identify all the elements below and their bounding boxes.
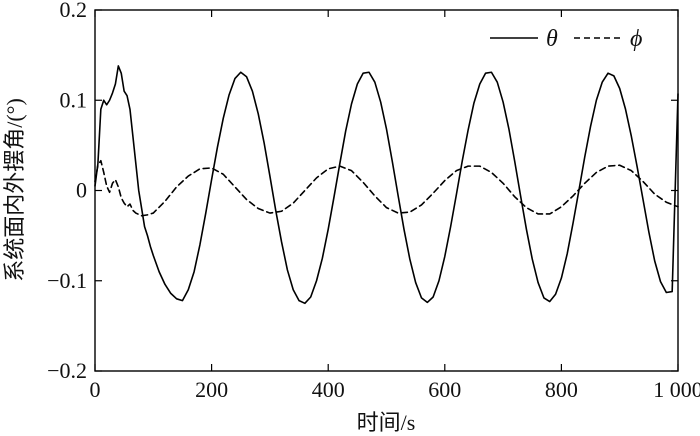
plot-frame	[94, 9, 679, 372]
y-tick-label: 0.1	[60, 87, 88, 112]
x-tick-label: 0	[90, 377, 101, 402]
axis-ticks: 0 200 400 600 800 1 000 −0.2 −0.1 0 0.1 0.2	[47, 0, 700, 402]
legend-phi-label: ϕ	[630, 26, 642, 52]
x-tick-label: 800	[545, 377, 578, 402]
series-line-phi	[94, 159, 679, 217]
y-tick-label: −0.1	[47, 268, 87, 293]
y-tick-label: 0.2	[60, 0, 88, 22]
y-axis-label: 系统面内外摆角/(°)	[2, 98, 27, 282]
x-tick-label: 200	[195, 377, 228, 402]
y-tick-label: −0.2	[47, 358, 87, 383]
x-tick-label: 1 000	[653, 377, 700, 402]
y-tick-label: 0	[76, 178, 87, 203]
x-tick-label: 600	[428, 377, 461, 402]
x-axis-label: 时间/s	[357, 410, 416, 435]
legend-theta-label: θ	[546, 26, 558, 52]
x-tick-label: 400	[312, 377, 345, 402]
legend: θ ϕ	[490, 26, 642, 52]
series-line-theta	[94, 65, 679, 305]
series-layer	[94, 65, 679, 305]
